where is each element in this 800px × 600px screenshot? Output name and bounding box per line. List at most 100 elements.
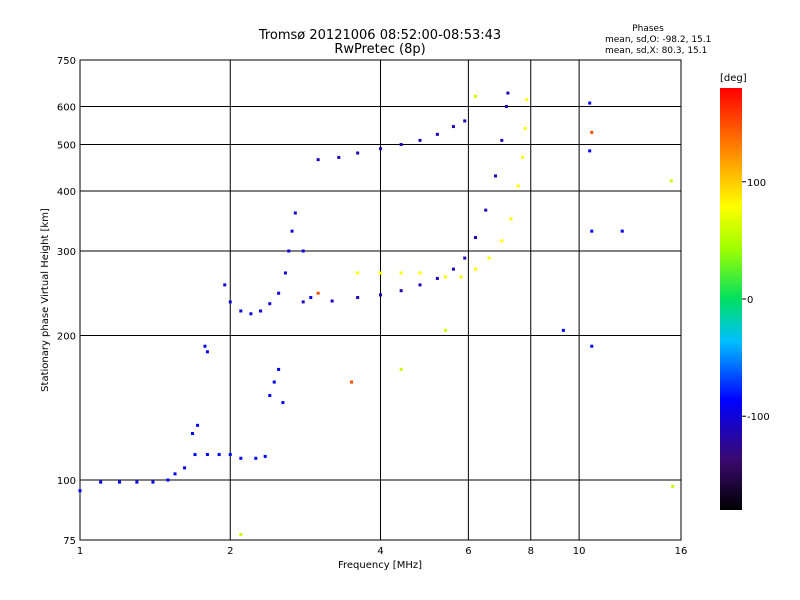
data-point — [399, 367, 403, 371]
data-point — [205, 453, 209, 457]
data-points — [78, 91, 675, 537]
data-point — [173, 472, 177, 476]
data-point — [254, 456, 258, 460]
data-point — [509, 217, 513, 221]
data-point — [459, 275, 463, 279]
data-point — [500, 138, 504, 142]
x-tick-label: 6 — [465, 546, 471, 557]
chart-subtitle: RwPretec (8p) — [334, 42, 425, 57]
y-tick-label: 300 — [57, 247, 76, 258]
data-point — [166, 478, 170, 482]
data-point — [399, 271, 403, 275]
data-point — [223, 283, 227, 287]
data-point — [435, 276, 439, 280]
data-point — [301, 249, 305, 253]
x-tick-label: 10 — [573, 546, 586, 557]
data-point — [379, 147, 382, 151]
data-point — [228, 300, 232, 304]
colorbar-tick-label: 0 — [747, 295, 753, 306]
data-point — [487, 256, 491, 260]
data-point — [309, 296, 313, 300]
data-point — [118, 480, 122, 484]
data-point — [203, 344, 207, 348]
data-point — [193, 453, 197, 457]
data-point — [78, 489, 82, 493]
data-point — [316, 291, 320, 295]
data-point — [228, 453, 232, 457]
data-point — [217, 453, 221, 457]
colorbar-tick-label: -100 — [747, 412, 770, 423]
data-point — [671, 484, 675, 488]
data-point — [494, 174, 498, 178]
data-point — [356, 271, 360, 275]
data-point — [330, 299, 334, 303]
data-point — [525, 98, 529, 102]
data-point — [451, 125, 455, 129]
data-point — [520, 155, 524, 159]
data-point — [135, 480, 139, 484]
colorbar-label: [deg] — [720, 73, 747, 84]
data-point — [249, 312, 253, 316]
data-point — [379, 293, 382, 297]
y-tick-label: 400 — [57, 187, 76, 198]
data-point — [205, 350, 209, 354]
data-point — [196, 423, 200, 427]
data-point — [277, 367, 281, 371]
x-tick-label: 2 — [227, 546, 233, 557]
data-point — [523, 126, 527, 130]
data-point — [301, 300, 305, 304]
phases-legend-o: mean, sd,O: -98.2, 15.1 — [605, 35, 711, 45]
data-point — [473, 236, 477, 240]
y-tick-label: 200 — [57, 332, 76, 343]
x-tick-labels: 1 2 4 6 8 10 16 — [77, 546, 688, 557]
data-point — [516, 184, 520, 188]
data-point — [239, 309, 243, 313]
data-point — [259, 309, 263, 313]
y-tick-label: 500 — [57, 141, 76, 152]
x-tick-label: 1 — [77, 546, 83, 557]
data-point — [190, 432, 194, 436]
y-tick-label: 600 — [57, 103, 76, 114]
data-point — [356, 296, 360, 300]
data-point — [590, 130, 594, 134]
data-point — [290, 229, 294, 233]
data-point — [590, 344, 594, 348]
colorbar-tick-label: 100 — [747, 178, 766, 189]
data-point — [399, 289, 403, 293]
x-tick-label: 16 — [675, 546, 688, 557]
data-point — [451, 267, 455, 271]
data-point — [239, 533, 243, 537]
data-point — [293, 211, 297, 215]
data-point — [500, 239, 504, 243]
data-point — [316, 158, 320, 162]
y-tick-label: 750 — [57, 56, 76, 67]
colorbar — [720, 88, 742, 510]
data-point — [444, 275, 448, 279]
data-point — [590, 229, 594, 233]
data-point — [239, 456, 243, 460]
data-point — [268, 394, 272, 398]
data-point — [588, 101, 592, 105]
data-point — [418, 283, 422, 287]
y-tick-labels: 75 100 200 300 400 500 600 750 — [57, 56, 76, 547]
data-point — [350, 380, 354, 384]
chart-title: Tromsø 20121006 08:52:00-08:53:43 — [258, 28, 501, 43]
data-point — [418, 271, 422, 275]
data-point — [379, 271, 382, 275]
data-point — [283, 271, 287, 275]
data-point — [506, 91, 510, 95]
data-point — [504, 105, 508, 109]
grid-lines — [80, 60, 681, 540]
data-point — [669, 179, 673, 183]
data-point — [399, 143, 403, 147]
data-point — [263, 454, 267, 458]
x-axis-label: Frequency [MHz] — [338, 560, 422, 571]
data-point — [287, 249, 291, 253]
x-tick-label: 8 — [528, 546, 534, 557]
data-point — [272, 380, 276, 384]
data-point — [268, 302, 272, 306]
data-point — [183, 466, 187, 470]
data-point — [151, 480, 155, 484]
data-point — [620, 229, 624, 233]
